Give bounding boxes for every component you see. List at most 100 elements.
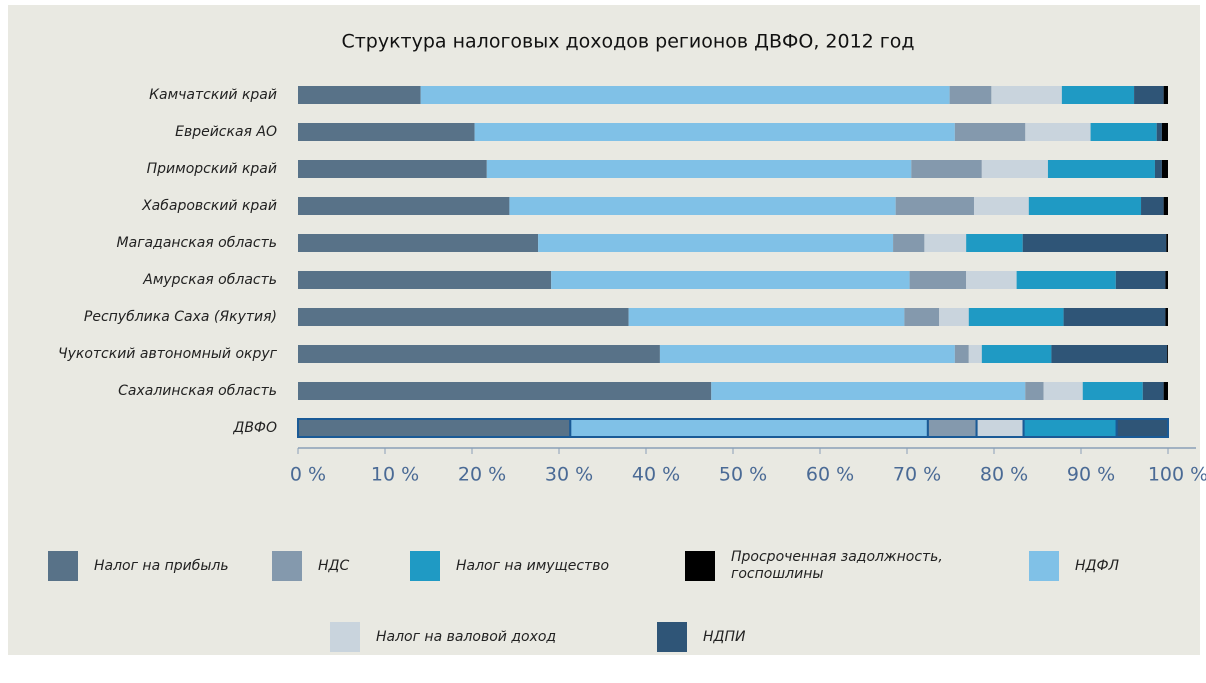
legend-label: Налог на имущество	[456, 558, 610, 574]
x-tick-label: 80 %	[980, 464, 1028, 486]
category-label: Амурская область	[142, 272, 277, 288]
legend-label: Просроченная задолжность, госпошлины	[731, 549, 943, 582]
bar-segment	[298, 160, 487, 178]
bar-segment	[954, 345, 969, 363]
bar-segment	[954, 123, 1026, 141]
bar-segment	[1141, 197, 1164, 215]
legend-label: НДПИ	[703, 629, 746, 645]
bar-segment	[911, 160, 982, 178]
legend-label: НДФЛ	[1075, 558, 1120, 574]
bar-segment	[1115, 418, 1170, 438]
bar-segment	[973, 197, 1029, 215]
bar-segment	[551, 271, 910, 289]
x-tick-label: 10 %	[371, 464, 419, 486]
category-label: Сахалинская область	[118, 383, 277, 399]
chart-title: Структура налоговых доходов регионов ДВФ…	[341, 31, 914, 53]
bar-segment	[1165, 271, 1168, 289]
legend-label: НДС	[318, 558, 350, 574]
legend-swatch	[1029, 551, 1059, 581]
bar-segment	[1167, 345, 1168, 363]
bar-segment	[1022, 418, 1118, 438]
bar-segment	[1028, 197, 1142, 215]
legend-label: Налог на прибыль	[94, 558, 229, 574]
bar-segment	[569, 418, 929, 438]
legend-item: Налог на прибыль	[48, 551, 229, 581]
bar-segment	[1163, 86, 1168, 104]
bar-segment	[909, 271, 967, 289]
legend-item: Налог на валовой доход	[330, 622, 556, 652]
legend-item: НДПИ	[657, 622, 745, 652]
bar-segment	[981, 160, 1048, 178]
bar-segment	[1163, 382, 1168, 400]
category-label: Республика Саха (Якутия)	[84, 309, 277, 325]
bar-segment	[1063, 308, 1166, 326]
bar-segment	[981, 345, 1052, 363]
bar-segment	[991, 86, 1062, 104]
bar-segment	[538, 234, 894, 252]
bar-segment	[975, 418, 1025, 438]
bar-segment	[298, 271, 552, 289]
bar-segment	[1082, 382, 1143, 400]
bar-segment	[893, 234, 925, 252]
bar-segment	[1156, 123, 1162, 141]
x-tick-label: 30 %	[545, 464, 593, 486]
legend-item: НДС	[272, 551, 349, 581]
bar-segment	[1090, 123, 1157, 141]
bar-segment	[298, 234, 539, 252]
x-tick-label: 40 %	[632, 464, 680, 486]
bar-segment	[1165, 308, 1168, 326]
bar-segment	[939, 308, 969, 326]
legend-swatch	[657, 622, 687, 652]
bar-segment	[1051, 345, 1168, 363]
x-tick-label: 0 %	[290, 464, 326, 486]
legend-swatch	[410, 551, 440, 581]
category-label: ДВФО	[232, 420, 277, 436]
bar-segment	[968, 308, 1064, 326]
legend-swatch	[330, 622, 360, 652]
bar-segment	[509, 197, 896, 215]
x-tick-label: 60 %	[806, 464, 854, 486]
bar-segment	[1142, 382, 1164, 400]
bar-segment	[1025, 123, 1091, 141]
bar-segment	[1134, 86, 1164, 104]
bar-segment	[298, 308, 629, 326]
bar-segment	[966, 234, 1023, 252]
bar-segment	[474, 123, 955, 141]
bar-segment	[420, 86, 950, 104]
bar-segment	[968, 345, 982, 363]
bar-segment	[298, 86, 421, 104]
bar-segment	[1025, 382, 1044, 400]
category-label: Приморский край	[147, 161, 277, 177]
bar-segment	[298, 382, 712, 400]
bar-segment	[298, 345, 660, 363]
bar-segment	[1115, 271, 1166, 289]
bar-segment	[1022, 234, 1167, 252]
bar-segment	[1047, 160, 1155, 178]
category-label: Хабаровский край	[141, 198, 277, 214]
category-label: Чукотский автономный округ	[58, 346, 278, 362]
bar-segment	[486, 160, 912, 178]
x-tick-label: 20 %	[458, 464, 506, 486]
x-tick-label: 70 %	[893, 464, 941, 486]
bar-segment	[1061, 86, 1135, 104]
bar-segment	[628, 308, 905, 326]
bar-segment	[711, 382, 1026, 400]
x-tick-label: 90 %	[1067, 464, 1115, 486]
bar-segment	[1154, 160, 1162, 178]
bar-segment	[1161, 123, 1168, 141]
legend-item: Налог на имущество	[410, 551, 609, 581]
bar-segment	[924, 234, 967, 252]
bar-segment	[1016, 271, 1116, 289]
bar-segment	[926, 418, 978, 438]
bar-segment	[1166, 234, 1168, 252]
bar-segment	[1163, 197, 1168, 215]
legend-label: Налог на валовой доход	[376, 629, 557, 645]
x-tick-label: 50 %	[719, 464, 767, 486]
category-label: Еврейская АО	[175, 124, 277, 140]
category-label: Магаданская область	[117, 235, 277, 251]
bar-segment	[297, 418, 572, 438]
bar-segment	[298, 197, 510, 215]
bar-segment	[949, 86, 992, 104]
bar-segment	[1043, 382, 1083, 400]
